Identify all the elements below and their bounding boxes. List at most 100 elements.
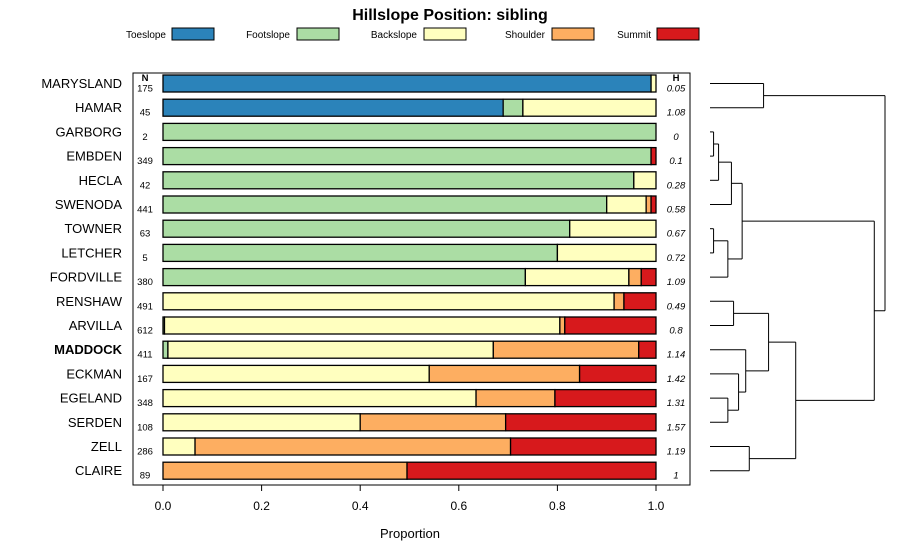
row-swenoda: SWENODA 441 0.58: [55, 195, 686, 216]
bar-segment-shoulder: [559, 316, 566, 335]
bar-segment-toeslope: [162, 98, 504, 117]
h-value: 1.14: [667, 350, 686, 361]
category-label: ZELL: [91, 439, 122, 454]
h-value: 0.49: [667, 301, 686, 312]
bar-segment-footslope: [162, 195, 608, 214]
row-embden: EMBDEN 349 0.1: [66, 146, 683, 167]
bar-segment-summit: [650, 146, 657, 166]
h-value: 0.05: [667, 84, 686, 95]
bar-segment-shoulder: [359, 413, 507, 432]
bar-segment-backslope: [162, 437, 196, 456]
category-label: LETCHER: [61, 245, 122, 260]
row-zell: ZELL 286 1.19: [91, 437, 686, 458]
row-garborg: GARBORG 2 0: [56, 122, 679, 143]
bar-segment-footslope: [162, 340, 169, 359]
h-value: 1.08: [667, 108, 686, 119]
category-label: MARYSLAND: [41, 76, 122, 91]
legend-label-footslope: Footslope: [246, 30, 290, 41]
n-value: 348: [137, 398, 153, 409]
h-value: 1: [673, 471, 678, 482]
row-hecla: HECLA 42 0.28: [79, 171, 686, 191]
h-value: 0.58: [667, 205, 686, 216]
bar-segment-toeslope: [162, 74, 652, 93]
h-value: 1.57: [667, 422, 686, 433]
bar-segment-footslope: [162, 243, 559, 263]
category-label: ARVILLA: [69, 318, 123, 333]
chart-title: Hillslope Position: sibling: [352, 7, 548, 24]
row-fordville: FORDVILLE 380 1.09: [50, 267, 686, 288]
h-value: 0.8: [669, 326, 683, 337]
category-label: CLAIRE: [75, 463, 122, 478]
row-marysland: MARYSLAND 175 0.05: [41, 74, 686, 95]
category-label: RENSHAW: [56, 294, 123, 309]
legend-swatch-toeslope: [171, 27, 215, 41]
category-label: HAMAR: [75, 100, 122, 115]
category-label: SWENODA: [55, 197, 123, 212]
bar-segment-summit: [509, 437, 657, 456]
bar-segment-backslope: [524, 267, 630, 287]
row-letcher: LETCHER 5 0.72: [61, 243, 686, 264]
row-serden: SERDEN 108 1.57: [68, 413, 686, 433]
bar-segment-shoulder: [428, 364, 581, 384]
row-arvilla: ARVILLA 612 0.8: [69, 316, 683, 337]
row-egeland: EGELAND 348 1.31: [60, 388, 686, 409]
n-value: 441: [137, 205, 153, 216]
bar-segment-shoulder: [194, 437, 512, 456]
bar-segment-backslope: [167, 340, 494, 359]
category-label: FORDVILLE: [50, 270, 123, 285]
dendrogram: [710, 83, 886, 472]
plot-panel-border: [132, 72, 691, 486]
bar-segment-backslope: [162, 388, 477, 408]
bar-segment-footslope: [162, 219, 571, 238]
legend-label-toeslope: Toeslope: [126, 30, 166, 41]
category-label: HECLA: [79, 173, 123, 188]
n-column-header: N: [142, 73, 149, 84]
bar-segment-backslope: [522, 98, 657, 117]
bar-segment-backslope: [162, 364, 430, 384]
legend-swatch-footslope: [296, 27, 340, 41]
x-tick-label: 0.2: [253, 499, 270, 513]
h-value: 1.31: [667, 398, 686, 409]
n-value: 349: [137, 156, 153, 167]
h-value: 0.72: [667, 253, 686, 264]
category-label: MADDOCK: [54, 342, 122, 357]
n-value: 286: [137, 447, 153, 458]
h-value: 1.19: [667, 447, 686, 458]
bar-segment-footslope: [162, 171, 635, 190]
bar-segment-summit: [578, 364, 657, 384]
n-value: 2: [142, 132, 147, 143]
bar-segment-shoulder: [645, 195, 652, 214]
n-value: 175: [137, 84, 153, 95]
n-value: 380: [137, 277, 153, 288]
h-value: 1.42: [667, 374, 686, 385]
bar-segment-backslope: [650, 74, 657, 93]
n-value: 167: [137, 374, 153, 385]
legend-label-shoulder: Shoulder: [505, 30, 546, 41]
category-label: EMBDEN: [66, 149, 122, 164]
row-hamar: HAMAR 45 1.08: [75, 98, 686, 119]
n-value: 42: [140, 180, 151, 191]
bar-segment-summit: [406, 461, 657, 480]
bar-segment-shoulder: [613, 292, 625, 311]
legend-label-backslope: Backslope: [371, 30, 418, 41]
h-value: 0.67: [667, 229, 686, 240]
h-value: 0.28: [667, 180, 686, 191]
n-value: 63: [140, 229, 151, 240]
x-tick-label: 0.4: [352, 499, 369, 513]
x-axis: 0.0 0.2 0.4 0.6 0.8 1.0: [155, 485, 665, 513]
category-label: TOWNER: [64, 221, 122, 236]
stacked-bar-rows: MARYSLAND 175 0.05 HAMAR 45 1.08 GARBORG 2 0 EMBD…: [41, 74, 686, 482]
h-value: 0: [673, 132, 679, 143]
legend-swatch-shoulder: [551, 27, 595, 41]
bar-segment-backslope: [162, 413, 361, 432]
bar-segment-summit: [638, 340, 657, 359]
row-towner: TOWNER 63 0.67: [64, 219, 686, 240]
bar-segment-summit: [640, 267, 657, 287]
n-value: 411: [137, 350, 152, 361]
legend-swatch-backslope: [423, 27, 467, 41]
bar-segment-shoulder: [492, 340, 640, 359]
bar-segment-footslope: [502, 98, 524, 117]
x-tick-label: 0.6: [450, 499, 467, 513]
bar-segment-summit: [564, 316, 657, 335]
n-value: 45: [140, 108, 151, 119]
